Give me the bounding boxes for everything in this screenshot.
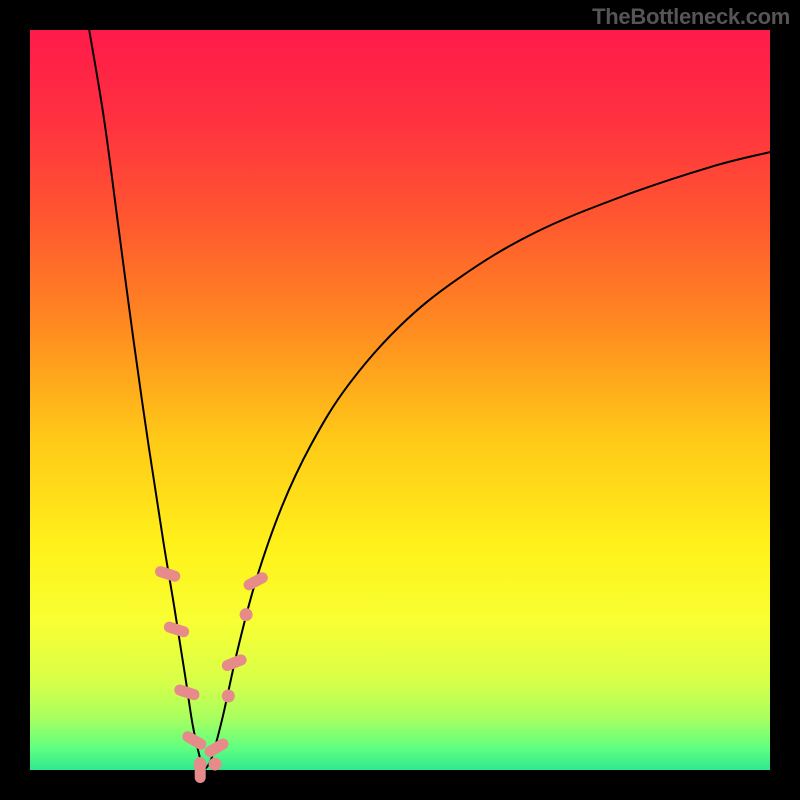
marker-dot bbox=[240, 608, 253, 621]
marker-dot bbox=[209, 758, 222, 771]
watermark-text: TheBottleneck.com bbox=[592, 4, 790, 30]
plot-svg bbox=[0, 0, 800, 800]
marker-pill bbox=[195, 757, 206, 783]
marker-dot bbox=[222, 690, 235, 703]
